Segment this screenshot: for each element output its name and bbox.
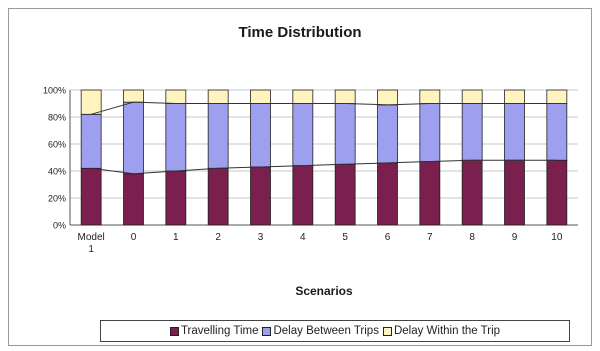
bar-segment-delay-between-trips	[504, 103, 525, 161]
x-tick-label: 10	[551, 232, 563, 243]
bar-segment-delay-within-trip	[123, 89, 144, 103]
x-axis-title: Scenarios	[295, 284, 353, 298]
x-tick-label: 0	[131, 232, 137, 243]
bar-segment-travelling-time	[207, 167, 229, 226]
bar-segment-delay-between-trips	[377, 104, 398, 164]
bar-segment-delay-between-trips	[165, 103, 187, 172]
bar-segment-delay-within-trip	[461, 89, 483, 104]
bar-segment-travelling-time	[123, 173, 144, 226]
bar-segment-travelling-time	[334, 163, 356, 226]
y-tick-label: 40%	[48, 167, 66, 177]
bar-segment-delay-within-trip	[504, 89, 525, 104]
x-tick-label: Model	[78, 232, 105, 243]
series-boundary-line	[91, 159, 557, 175]
y-tick-label: 100%	[43, 86, 66, 96]
x-tick-label: 4	[300, 232, 306, 243]
x-tick-label: 7	[427, 232, 433, 243]
chart-legend: Travelling Time Delay Between Trips Dela…	[100, 320, 570, 342]
legend-swatch-delay-within-trip	[382, 326, 392, 336]
bar-segment-delay-between-trips	[123, 101, 144, 175]
series-boundary-line	[91, 101, 557, 115]
legend-item-delay-between-trips: Delay Between Trips	[262, 325, 379, 337]
legend-item-delay-within-trip: Delay Within the Trip	[382, 325, 501, 337]
x-tick-label: 6	[385, 232, 391, 243]
y-tick-label: 20%	[48, 194, 66, 204]
y-tick-label: 60%	[48, 140, 66, 150]
x-tick-label: 3	[258, 232, 264, 243]
bar-segment-delay-between-trips	[334, 103, 356, 165]
chart-title: Time Distribution	[238, 24, 362, 41]
bar-segment-delay-between-trips	[419, 103, 441, 162]
bar-segment-delay-between-trips	[461, 103, 483, 161]
legend-swatch-travelling-time	[169, 326, 179, 336]
legend-label-travelling-time: Travelling Time	[180, 325, 259, 337]
x-tick-label: 9	[512, 232, 518, 243]
x-tick-label: 2	[215, 232, 221, 243]
bar-segment-delay-between-trips	[546, 103, 568, 161]
bar-segment-travelling-time	[80, 167, 102, 226]
bar-segment-delay-between-trips	[80, 113, 102, 169]
bar-segment-delay-within-trip	[546, 89, 568, 104]
x-tick-label: 5	[342, 232, 348, 243]
y-tick-label: 80%	[48, 113, 66, 123]
legend-label-delay-between-trips: Delay Between Trips	[273, 325, 379, 337]
bar-segment-delay-between-trips	[207, 103, 229, 169]
bar-segment-delay-within-trip	[207, 89, 229, 104]
bar-segment-delay-within-trip	[334, 89, 356, 104]
bar-segment-travelling-time	[504, 159, 525, 226]
bar-segment-delay-within-trip	[292, 89, 314, 104]
bar-segment-delay-within-trip	[419, 89, 441, 104]
bar-segment-travelling-time	[419, 161, 441, 226]
legend-item-travelling-time: Travelling Time	[169, 325, 259, 337]
x-tick-label: 1	[88, 244, 94, 255]
bar-segment-delay-within-trip	[80, 89, 102, 115]
bar-segment-travelling-time	[250, 166, 271, 226]
bar-segment-travelling-time	[377, 162, 398, 226]
y-tick-label: 0%	[53, 221, 66, 231]
bar-segment-travelling-time	[165, 170, 187, 226]
bar-segment-travelling-time	[461, 159, 483, 226]
bar-segment-delay-between-trips	[292, 103, 314, 166]
bar-segment-travelling-time	[292, 165, 314, 226]
legend-label-delay-within-trip: Delay Within the Trip	[393, 325, 501, 337]
x-tick-label: 1	[173, 232, 179, 243]
legend-swatch-delay-between-trips	[262, 326, 272, 336]
bar-segment-delay-between-trips	[250, 103, 271, 168]
bar-segment-delay-within-trip	[377, 89, 398, 106]
bar-segment-delay-within-trip	[250, 89, 271, 104]
bar-segment-travelling-time	[546, 159, 568, 226]
x-tick-label: 8	[469, 232, 475, 243]
bar-segment-delay-within-trip	[165, 89, 187, 104]
